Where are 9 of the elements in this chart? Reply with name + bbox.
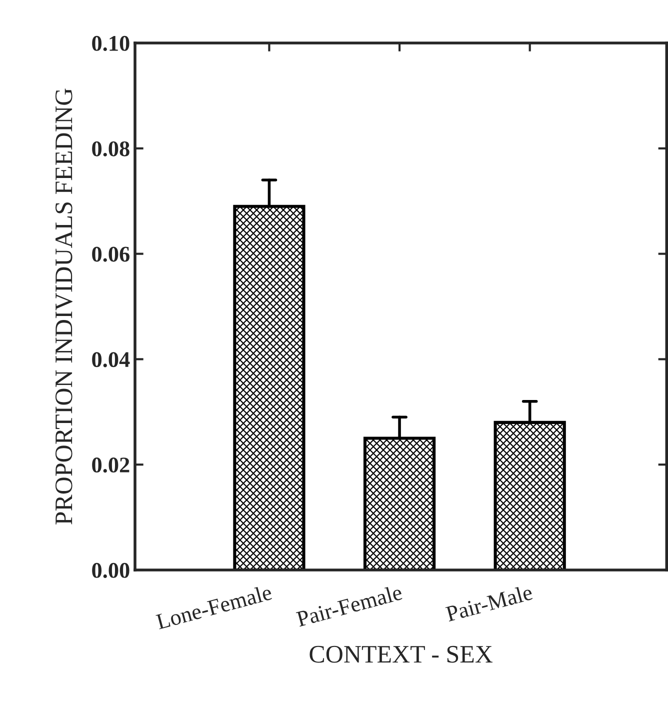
x-tick-label: Pair-Male	[445, 584, 534, 622]
y-tick-label: 0.06	[92, 246, 130, 262]
y-tick-label: 0.04	[92, 352, 130, 368]
y-tick-label: 0.02	[92, 458, 130, 473]
y-tick-label: 0.00	[92, 562, 130, 578]
x-axis-title: CONTEXT - SEX	[310, 646, 493, 663]
y-tick-label: 0.10	[92, 36, 130, 52]
y-tick-label: 0.08	[92, 141, 130, 156]
y-axis-title: PROPORTION INDIVIDUALS FEEDING	[55, 88, 72, 524]
